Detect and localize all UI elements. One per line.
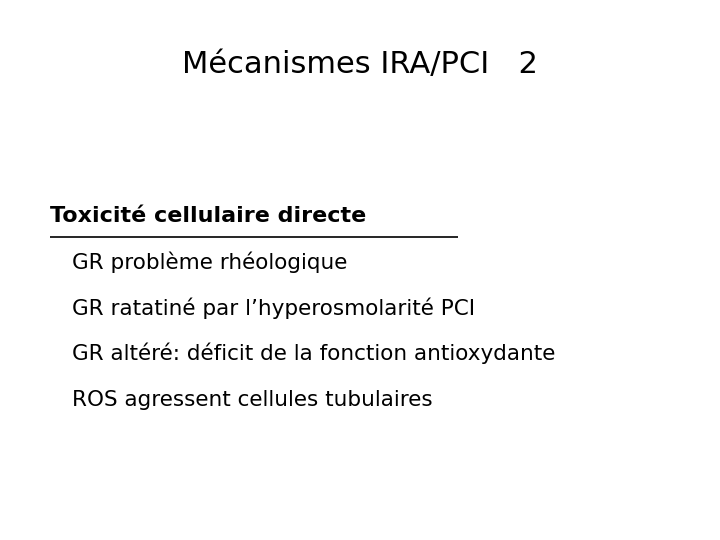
Text: GR problème rhéologique: GR problème rhéologique bbox=[72, 251, 347, 273]
Text: GR altéré: déficit de la fonction antioxydante: GR altéré: déficit de la fonction antiox… bbox=[72, 343, 555, 364]
Text: GR ratatiné par l’hyperosmolarité PCI: GR ratatiné par l’hyperosmolarité PCI bbox=[72, 297, 475, 319]
Text: Mécanismes IRA/PCI   2: Mécanismes IRA/PCI 2 bbox=[182, 50, 538, 79]
Text: ROS agressent cellules tubulaires: ROS agressent cellules tubulaires bbox=[72, 389, 433, 410]
Text: Toxicité cellulaire directe: Toxicité cellulaire directe bbox=[50, 206, 366, 226]
